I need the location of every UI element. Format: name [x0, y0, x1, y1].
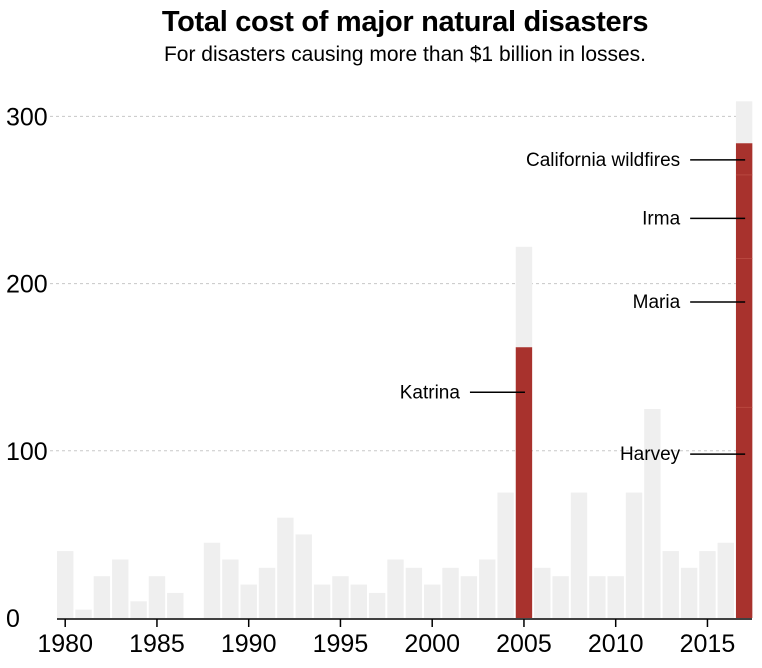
- bars: 1980: 401981: 51982: 251983: 351984: 101…: [57, 101, 753, 619]
- bar-1988: 1988: 45: [203, 542, 221, 618]
- annotation-label-3: Maria: [633, 292, 681, 313]
- x-tick-label-1990: 1990: [221, 630, 277, 658]
- bar-1996: 1996: 20: [350, 584, 367, 618]
- bar-2002: 2002: 25: [460, 576, 478, 618]
- bar-2000: 2000: 20: [424, 584, 441, 618]
- bar-1989: 1989: 35: [222, 559, 239, 618]
- x-tick-label-2000: 2000: [404, 630, 460, 658]
- bar-2006: 2006: 30: [534, 567, 551, 618]
- bar-2015: 2015: 40: [699, 551, 716, 618]
- bar-1986: 1986: 15: [167, 592, 184, 618]
- bar-remainder-2017: 2017: 25: [735, 101, 753, 144]
- y-tick-label-0: 0: [6, 605, 20, 633]
- x-tick-label-2005: 2005: [496, 630, 552, 658]
- bar-1999: 1999: 30: [405, 567, 423, 618]
- bar-1991: 1991: 30: [258, 567, 276, 618]
- bar-1998: 1998: 35: [387, 559, 404, 618]
- axes: 1980 1985 1990 1995 2000 2005 2010 2015: [37, 618, 752, 658]
- bar-1985: 1985: 25: [148, 576, 166, 618]
- y-tick-label-200: 200: [6, 271, 48, 299]
- x-tick-label-2010: 2010: [588, 630, 644, 658]
- y-tick-label-100: 100: [6, 438, 48, 466]
- x-tick-label-1985: 1985: [129, 630, 185, 658]
- annotation-label-1: California wildfires: [526, 150, 680, 171]
- bar-2011: 2011: 75: [625, 492, 643, 618]
- x-tick-label-2015: 2015: [680, 630, 736, 658]
- chart-subtitle: For disasters causing more than $1 billi…: [163, 43, 647, 66]
- bar-highlight-2017: 2017: 284: [735, 143, 753, 619]
- bar-2008: 2008: 75: [570, 492, 588, 618]
- y-tick-label-300: 300: [6, 103, 48, 131]
- annotations: Katrina California wildfires Irma Maria Harv…: [400, 150, 746, 465]
- bar-2007: 2007: 25: [552, 576, 569, 618]
- bar-1981: 1981: 5: [75, 609, 92, 618]
- x-tick-label-1995: 1995: [313, 630, 369, 658]
- chart-title: Total cost of major natural disasters: [161, 6, 649, 38]
- annotation-label-4: Harvey: [620, 444, 681, 465]
- bar-2009: 2009: 25: [589, 576, 606, 618]
- bar-1982: 1982: 25: [93, 576, 111, 618]
- bar-1984: 1984: 10: [130, 601, 147, 618]
- bar-1995: 1995: 25: [332, 576, 349, 618]
- x-tick-label-1980: 1980: [37, 630, 93, 658]
- bar-2004: 2004: 75: [497, 492, 514, 618]
- bar-1994: 1994: 20: [313, 584, 331, 618]
- bar-highlight-2005: 2005: 162: [515, 347, 533, 618]
- bar-1992: 1992: 60: [277, 517, 294, 618]
- bar-2012: 2012: 125: [644, 409, 661, 618]
- bar-2013: 2013: 40: [662, 551, 679, 618]
- bar-2014: 2014: 30: [680, 567, 698, 618]
- bar-1980: 1980: 40: [57, 551, 74, 618]
- bar-1993: 1993: 50: [295, 534, 312, 618]
- bar-2010: 2010: 25: [607, 576, 624, 618]
- bar-1997: 1997: 15: [368, 592, 386, 618]
- annotation-label-2: Irma: [642, 208, 680, 229]
- grid-lines: 0 100 200 300: [6, 103, 752, 633]
- annotation-label-0: Katrina: [400, 382, 461, 403]
- bar-1983: 1983: 35: [112, 559, 129, 618]
- bar-remainder-2005: 2005: 60: [515, 246, 533, 348]
- bar-1990: 1990: 20: [240, 584, 257, 618]
- bar-2016: 2016: 45: [717, 542, 734, 618]
- bar-2001: 2001: 30: [442, 567, 459, 618]
